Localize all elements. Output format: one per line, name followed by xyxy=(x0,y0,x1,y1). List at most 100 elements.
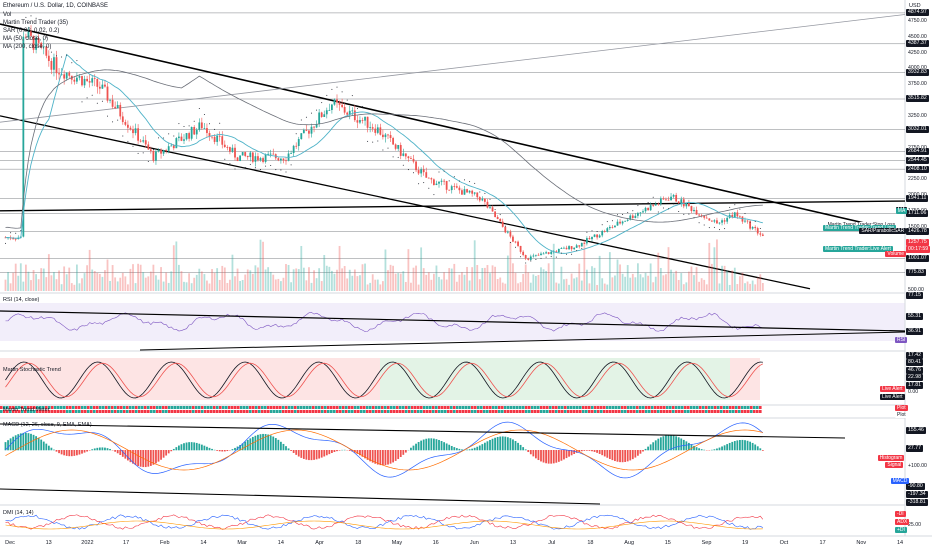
candle-body xyxy=(568,246,570,249)
candle-body xyxy=(647,208,649,210)
macd-histogram-bar xyxy=(290,450,292,451)
macd-histogram-bar xyxy=(135,450,137,465)
candle-body xyxy=(331,105,333,110)
candle-body xyxy=(186,133,188,139)
trend-meter-cell xyxy=(270,410,273,413)
trend-meter-cell xyxy=(381,410,384,413)
trend-meter-cell xyxy=(333,406,336,409)
volume-bar xyxy=(736,284,738,291)
parabolic-sar-dot xyxy=(561,253,562,254)
parabolic-sar-dot xyxy=(189,125,190,126)
macd-histogram-bar xyxy=(469,449,471,450)
macd-pane-title[interactable]: MACD (12, 26, close, 9, EMA, EMA) xyxy=(3,422,92,428)
volume-bar xyxy=(683,284,685,291)
trend-meter-cell xyxy=(705,406,708,409)
trend-meter-cell xyxy=(135,410,138,413)
volume-bar xyxy=(481,268,483,291)
trend-meter-cell xyxy=(375,410,378,413)
candle-body xyxy=(326,110,328,114)
trend-meter-cell xyxy=(666,410,669,413)
trend-meter-cell xyxy=(54,410,57,413)
macd-histogram-bar xyxy=(612,450,614,460)
trend-meter-cell xyxy=(408,410,411,413)
indicator-label[interactable]: MA (200, close, 0) xyxy=(3,44,51,51)
volume-bar xyxy=(165,272,167,291)
candle-body xyxy=(716,220,718,223)
candle-body xyxy=(645,208,647,211)
parabolic-sar-dot xyxy=(20,230,21,231)
indicator-label[interactable]: Vol xyxy=(3,12,11,19)
stoch-pane-title[interactable]: Martin Stochastic Trend xyxy=(3,367,61,373)
candle-body xyxy=(606,228,608,232)
volume-bar xyxy=(561,267,563,291)
macd-tag: Histogram xyxy=(878,455,905,461)
parabolic-sar-dot xyxy=(260,169,261,170)
trend-meter-title[interactable]: Martin Trend Meter xyxy=(3,407,49,413)
parabolic-sar-dot xyxy=(245,167,246,168)
macd-trend-line xyxy=(0,489,600,504)
macd-histogram-bar xyxy=(295,450,297,455)
trend-meter-cell xyxy=(222,406,225,409)
parabolic-sar-dot xyxy=(5,243,6,244)
volume-bar xyxy=(451,269,453,291)
macd-histogram-bar xyxy=(255,436,257,451)
parabolic-sar-dot xyxy=(56,55,57,56)
trend-meter-cell xyxy=(180,406,183,409)
candle-body xyxy=(484,199,486,202)
trend-meter-cell xyxy=(147,410,150,413)
candle-body xyxy=(81,76,83,85)
trend-meter-cell xyxy=(216,406,219,409)
trend-meter-cell xyxy=(654,406,657,409)
macd-histogram-bar xyxy=(418,442,420,450)
trend-meter-cell xyxy=(600,410,603,413)
volume-bar xyxy=(479,279,481,291)
trend-meter-cell xyxy=(615,406,618,409)
volume-bar xyxy=(201,271,203,291)
trend-meter-cell xyxy=(462,406,465,409)
rsi-level-badge: 55.31 xyxy=(906,313,923,320)
trend-meter-cell xyxy=(435,410,438,413)
indicator-label[interactable]: Martin Trend Trader (35) xyxy=(3,20,68,27)
indicator-label[interactable]: MA (50, close, 0) xyxy=(3,36,48,43)
candle-body xyxy=(214,137,216,142)
volume-bar xyxy=(670,270,672,291)
trend-meter-cell xyxy=(738,410,741,413)
trend-meter-cell xyxy=(186,406,189,409)
trend-meter-cell xyxy=(711,410,714,413)
trend-meter-cell xyxy=(573,410,576,413)
candle-body xyxy=(216,136,218,142)
trend-meter-cell xyxy=(267,410,270,413)
volume-bar xyxy=(12,273,14,291)
time-tick-label: Nov xyxy=(856,540,866,546)
trend-meter-cell xyxy=(411,410,414,413)
candle-body xyxy=(504,227,506,233)
volume-bar xyxy=(7,272,9,291)
parabolic-sar-dot xyxy=(571,254,572,255)
candle-body xyxy=(673,195,675,197)
trend-meter-cell xyxy=(444,406,447,409)
macd-histogram-bar xyxy=(538,450,540,460)
parabolic-sar-dot xyxy=(408,169,409,170)
parabolic-sar-dot xyxy=(739,209,740,210)
trend-meter-cell xyxy=(672,406,675,409)
candle-body xyxy=(290,153,292,154)
candle-body xyxy=(204,128,206,129)
macd-histogram-bar xyxy=(698,448,700,450)
volume-bar xyxy=(237,269,239,291)
macd-histogram-bar xyxy=(311,450,313,460)
parabolic-sar-dot xyxy=(433,194,434,195)
indicator-label[interactable]: SAR (0.02, 0.02, 0.2) xyxy=(3,28,59,35)
volume-bar xyxy=(492,265,494,291)
macd-histogram-bar xyxy=(650,444,652,450)
parabolic-sar-dot xyxy=(602,224,603,225)
volume-bar xyxy=(140,265,142,291)
macd-level-badge: -197.34 xyxy=(906,491,928,498)
candle-body xyxy=(499,219,501,222)
candle-body xyxy=(604,231,606,232)
rsi-pane-title[interactable]: RSI (14, close) xyxy=(3,297,39,303)
dmi-pane-title[interactable]: DMI (14, 14) xyxy=(3,510,34,516)
macd-histogram-bar xyxy=(188,442,190,450)
macd-histogram-bar xyxy=(724,445,726,450)
macd-histogram-bar xyxy=(221,450,223,451)
